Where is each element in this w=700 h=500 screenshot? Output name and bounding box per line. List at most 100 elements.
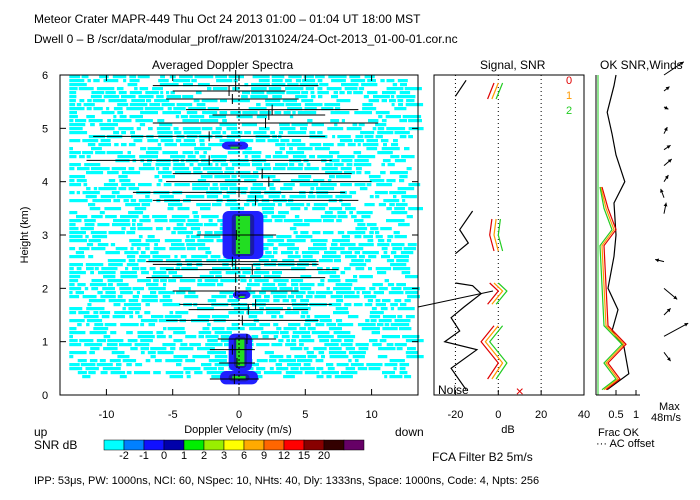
noise-speck xyxy=(315,323,325,327)
noise-speck xyxy=(291,299,297,303)
noise-speck xyxy=(326,287,330,291)
noise-speck xyxy=(354,251,360,255)
noise-speck xyxy=(173,107,186,111)
noise-speck xyxy=(355,267,365,271)
noise-speck xyxy=(241,95,248,99)
noise-speck xyxy=(297,147,313,151)
noise-speck xyxy=(83,315,99,319)
noise-speck xyxy=(361,83,378,87)
noise-speck xyxy=(362,107,377,111)
noise-speck xyxy=(269,187,276,191)
noise-speck xyxy=(347,315,359,319)
noise-speck xyxy=(120,275,138,279)
noise-speck xyxy=(203,151,207,155)
noise-speck xyxy=(227,299,239,303)
noise-speck xyxy=(69,95,77,99)
noise-speck xyxy=(186,243,206,247)
noise-speck xyxy=(69,363,80,367)
noise-speck xyxy=(364,259,371,263)
noise-speck xyxy=(264,295,270,299)
noise-speck xyxy=(309,155,315,159)
noise-speck xyxy=(261,207,274,211)
signal-tick-label-20: 20 xyxy=(535,409,547,421)
wind-arrowhead-7 xyxy=(660,188,664,193)
noise-speck xyxy=(80,227,94,231)
noise-speck xyxy=(290,179,310,183)
noise-speck xyxy=(69,91,77,95)
noise-speck xyxy=(102,367,121,371)
noise-speck xyxy=(304,323,311,327)
echo-peak-2 xyxy=(238,296,245,298)
noise-speck xyxy=(283,327,297,331)
noise-speck xyxy=(193,215,200,219)
noise-speck xyxy=(317,79,323,83)
noise-speck xyxy=(396,283,406,287)
noise-speck xyxy=(203,367,217,371)
noise-speck xyxy=(138,95,154,99)
noise-speck xyxy=(194,371,203,375)
noise-speck xyxy=(86,307,105,311)
noise-speck xyxy=(249,327,264,331)
noise-speck xyxy=(328,327,342,331)
noise-speck xyxy=(103,95,120,99)
noise-speck xyxy=(355,135,364,139)
noise-speck xyxy=(217,283,224,287)
noise-speck xyxy=(147,351,156,355)
noise-speck xyxy=(174,255,178,259)
noise-speck xyxy=(341,203,351,207)
noise-speck xyxy=(119,343,132,347)
noise-speck xyxy=(179,279,196,283)
noise-speck xyxy=(361,215,371,219)
noise-speck xyxy=(231,131,243,135)
noise-speck xyxy=(300,315,306,319)
noise-speck xyxy=(391,103,395,107)
noise-speck xyxy=(285,371,303,375)
noise-speck xyxy=(123,79,127,83)
noise-speck xyxy=(393,231,400,235)
noise-speck xyxy=(78,311,90,315)
noise-speck xyxy=(272,179,281,183)
noise-speck xyxy=(173,331,186,335)
noise-speck xyxy=(321,107,334,111)
ok-OK2-line xyxy=(599,186,623,391)
noise-speck xyxy=(319,83,329,87)
wind-arrowhead-5 xyxy=(667,159,672,163)
noise-speck xyxy=(333,163,344,167)
noise-speck xyxy=(209,187,219,191)
noise-speck xyxy=(377,271,387,275)
noise-speck xyxy=(100,139,111,143)
noise-speck xyxy=(136,247,141,251)
noise-speck xyxy=(155,163,171,167)
noise-speck xyxy=(291,267,306,271)
noise-speck xyxy=(382,299,391,303)
noise-speck xyxy=(353,163,372,167)
noise-speck xyxy=(302,79,316,83)
noise-speck xyxy=(381,163,385,167)
fca-filter-label: FCA Filter B2 5m/s xyxy=(432,450,533,464)
noise-speck xyxy=(390,263,407,267)
noise-speck xyxy=(299,343,304,347)
noise-speck xyxy=(138,183,152,187)
noise-speck xyxy=(149,103,161,107)
colorbar-swatch-10 xyxy=(303,439,325,451)
noise-speck xyxy=(384,323,390,327)
noise-speck xyxy=(313,179,325,183)
colorbar-swatch-7 xyxy=(243,439,265,451)
noise-speck xyxy=(239,275,246,279)
noise-speck xyxy=(207,87,212,91)
noise-speck xyxy=(90,231,107,235)
noise-speck xyxy=(107,119,111,123)
echo-peak-1 xyxy=(236,338,245,366)
noise-speck xyxy=(118,127,134,131)
noise-speck xyxy=(302,255,313,259)
noise-speck xyxy=(75,251,84,255)
noise-speck xyxy=(175,267,181,271)
noise-speck xyxy=(399,119,407,123)
noise-speck xyxy=(189,115,205,119)
noise-speck xyxy=(180,343,188,347)
noise-speck xyxy=(337,155,355,159)
noise-speck xyxy=(96,363,113,367)
noise-speck xyxy=(329,275,340,279)
noise-speck xyxy=(350,363,364,367)
noise-speck xyxy=(122,307,126,311)
